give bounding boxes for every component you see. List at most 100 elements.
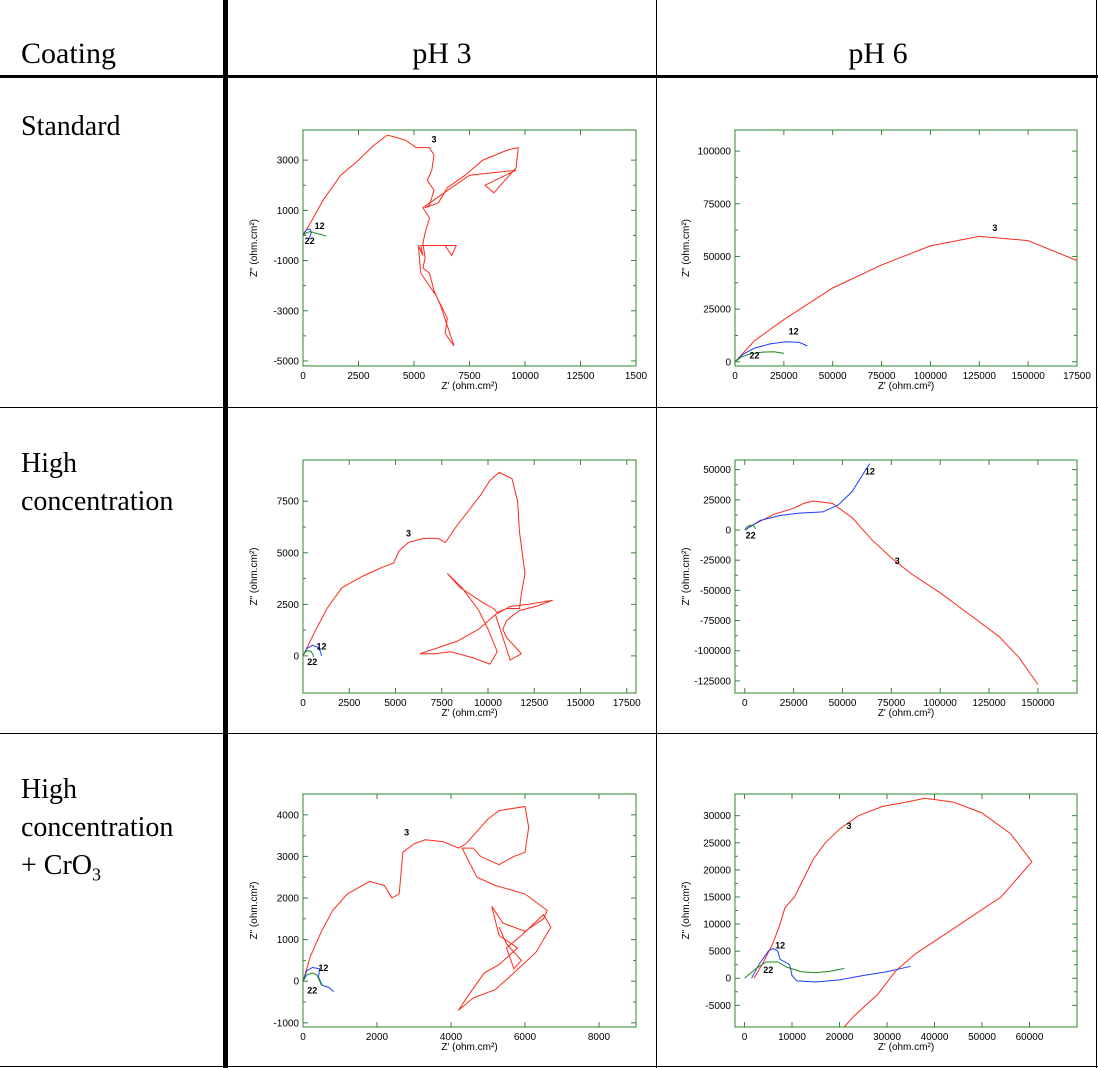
plot-frame bbox=[302, 459, 637, 694]
series-line-12 bbox=[303, 228, 312, 239]
chart-high-concentration-cro3-ph3: 0 2000 4000 6000 8000-100001000200030004000Z… bbox=[249, 793, 637, 1053]
x-tick-label: 10000 bbox=[474, 698, 502, 709]
series-label-3: 3 bbox=[895, 556, 900, 566]
x-tick-label: 0 bbox=[742, 698, 748, 709]
series-line-22 bbox=[303, 231, 327, 237]
x-tick-label: 40000 bbox=[921, 1032, 949, 1043]
x-tick-label: 7500 bbox=[458, 371, 481, 382]
x-axis-label: Z' (ohm.cm²) bbox=[878, 381, 934, 392]
x-axis-label: Z' (ohm.cm²) bbox=[878, 1042, 934, 1053]
x-tick-label: 50000 bbox=[819, 371, 847, 382]
y-tick-label: 0 bbox=[725, 974, 731, 985]
x-axis-label: Z' (ohm.cm²) bbox=[878, 708, 934, 719]
series-line-3 bbox=[744, 500, 1039, 685]
x-tick-label: 17500 bbox=[1063, 371, 1091, 382]
series-line-22 bbox=[303, 649, 314, 658]
y-tick-label: 30000 bbox=[703, 811, 731, 822]
series-line-22 bbox=[303, 972, 322, 986]
series-label-3: 3 bbox=[846, 821, 851, 831]
x-tick-label: 150000 bbox=[1011, 371, 1045, 382]
x-tick-label: 100000 bbox=[914, 371, 948, 382]
series-line-3 bbox=[303, 805, 552, 1011]
x-tick-label: 12500 bbox=[520, 698, 548, 709]
y-tick-label: -5000 bbox=[705, 1001, 731, 1012]
series-label-12: 12 bbox=[789, 326, 799, 336]
y-tick-label: 5000 bbox=[709, 947, 732, 958]
series-label-3: 3 bbox=[406, 528, 411, 538]
y-tick-label: 7500 bbox=[277, 497, 300, 508]
x-tick-label: 125000 bbox=[972, 698, 1006, 709]
x-tick-label: 2500 bbox=[347, 371, 370, 382]
y-tick-label: 0 bbox=[293, 651, 299, 662]
row-label-line: Standard bbox=[21, 111, 121, 142]
x-tick-label: 125000 bbox=[963, 371, 997, 382]
series-label-22: 22 bbox=[746, 530, 756, 540]
y-tick-label: 15000 bbox=[703, 892, 731, 903]
x-tick-label: 100000 bbox=[924, 698, 958, 709]
x-tick-label: 0 bbox=[732, 371, 738, 382]
series-label-22: 22 bbox=[305, 236, 315, 246]
chart-standard-ph6: 0 25000 50000 75000 100000 125000 150000 175000… bbox=[681, 129, 1091, 392]
x-tick-label: 10000 bbox=[778, 1032, 806, 1043]
row-label-line: + CrO3 bbox=[21, 847, 173, 894]
series-label-12: 12 bbox=[315, 221, 325, 231]
y-tick-label: 3000 bbox=[277, 852, 300, 863]
y-tick-label: -75000 bbox=[700, 616, 732, 627]
series-line-3 bbox=[735, 235, 1077, 363]
series-line-3 bbox=[303, 471, 553, 665]
x-tick-label: 0 bbox=[300, 1032, 306, 1043]
plot-frame bbox=[734, 129, 1078, 367]
y-tick-label: 0 bbox=[725, 357, 731, 368]
x-tick-label: 2500 bbox=[338, 698, 361, 709]
series-label-3: 3 bbox=[431, 135, 436, 145]
y-tick-label: -1000 bbox=[273, 256, 299, 267]
x-tick-label: 50000 bbox=[968, 1032, 996, 1043]
x-tick-label: 50000 bbox=[829, 698, 857, 709]
x-tick-label: 0 bbox=[300, 698, 306, 709]
x-tick-label: 1500 bbox=[625, 371, 648, 382]
row-label-standard: Standard bbox=[21, 108, 121, 146]
y-tick-label: -25000 bbox=[700, 556, 732, 567]
y-tick-label: 50000 bbox=[703, 252, 731, 263]
y-axis-label: Z" (ohm.cm²) bbox=[249, 882, 260, 940]
series-label-22: 22 bbox=[307, 657, 317, 667]
y-axis-label: Z" (ohm.cm²) bbox=[249, 548, 260, 606]
table-vline-middle bbox=[656, 0, 657, 1068]
x-tick-label: 4000 bbox=[440, 1032, 463, 1043]
header-ph6-label: pH 6 bbox=[848, 37, 908, 70]
series-line-3 bbox=[303, 134, 519, 347]
chart-standard-ph3: 0 2500 5000 7500 10000 12500 1500 -5000 -3000 -10… bbox=[249, 129, 648, 392]
series-line-12 bbox=[735, 341, 808, 363]
y-tick-label: 4000 bbox=[277, 810, 300, 821]
x-axis-label: Z' (ohm.cm²) bbox=[441, 1042, 497, 1053]
chart-high-concentration-ph6: 0 25000 50000 75000 100000 125000 150000 -12500… bbox=[681, 459, 1078, 719]
subscript: 3 bbox=[92, 864, 102, 885]
y-tick-label: 3000 bbox=[277, 156, 300, 167]
x-tick-label: 0 bbox=[300, 371, 306, 382]
series-label-3: 3 bbox=[404, 828, 409, 838]
table-hline-header bbox=[0, 75, 1098, 78]
y-tick-label: 10000 bbox=[703, 920, 731, 931]
series-line-12 bbox=[751, 947, 911, 983]
plot-frame bbox=[302, 793, 637, 1028]
y-tick-label: 0 bbox=[725, 526, 731, 537]
table-hline-bottom bbox=[0, 1066, 1098, 1067]
series-label-12: 12 bbox=[316, 642, 326, 652]
y-tick-label: 2000 bbox=[277, 894, 300, 905]
x-tick-label: 7500 bbox=[431, 698, 454, 709]
x-tick-label: 12500 bbox=[567, 371, 595, 382]
series-line-3 bbox=[753, 797, 1033, 1027]
series-label-22: 22 bbox=[307, 986, 317, 996]
y-tick-label: 50000 bbox=[703, 465, 731, 476]
x-tick-label: 17500 bbox=[613, 698, 641, 709]
y-tick-label: -1000 bbox=[273, 1018, 299, 1029]
x-tick-label: 2000 bbox=[366, 1032, 389, 1043]
y-tick-label: -5000 bbox=[273, 356, 299, 367]
series-line-22 bbox=[744, 961, 845, 979]
row-label-high-concentration: High concentration bbox=[21, 445, 173, 521]
plot-frame bbox=[734, 459, 1078, 694]
x-tick-label: 5000 bbox=[403, 371, 426, 382]
header-ph6: pH 6 bbox=[658, 0, 1098, 75]
x-tick-label: 20000 bbox=[826, 1032, 854, 1043]
x-tick-label: 25000 bbox=[770, 371, 798, 382]
